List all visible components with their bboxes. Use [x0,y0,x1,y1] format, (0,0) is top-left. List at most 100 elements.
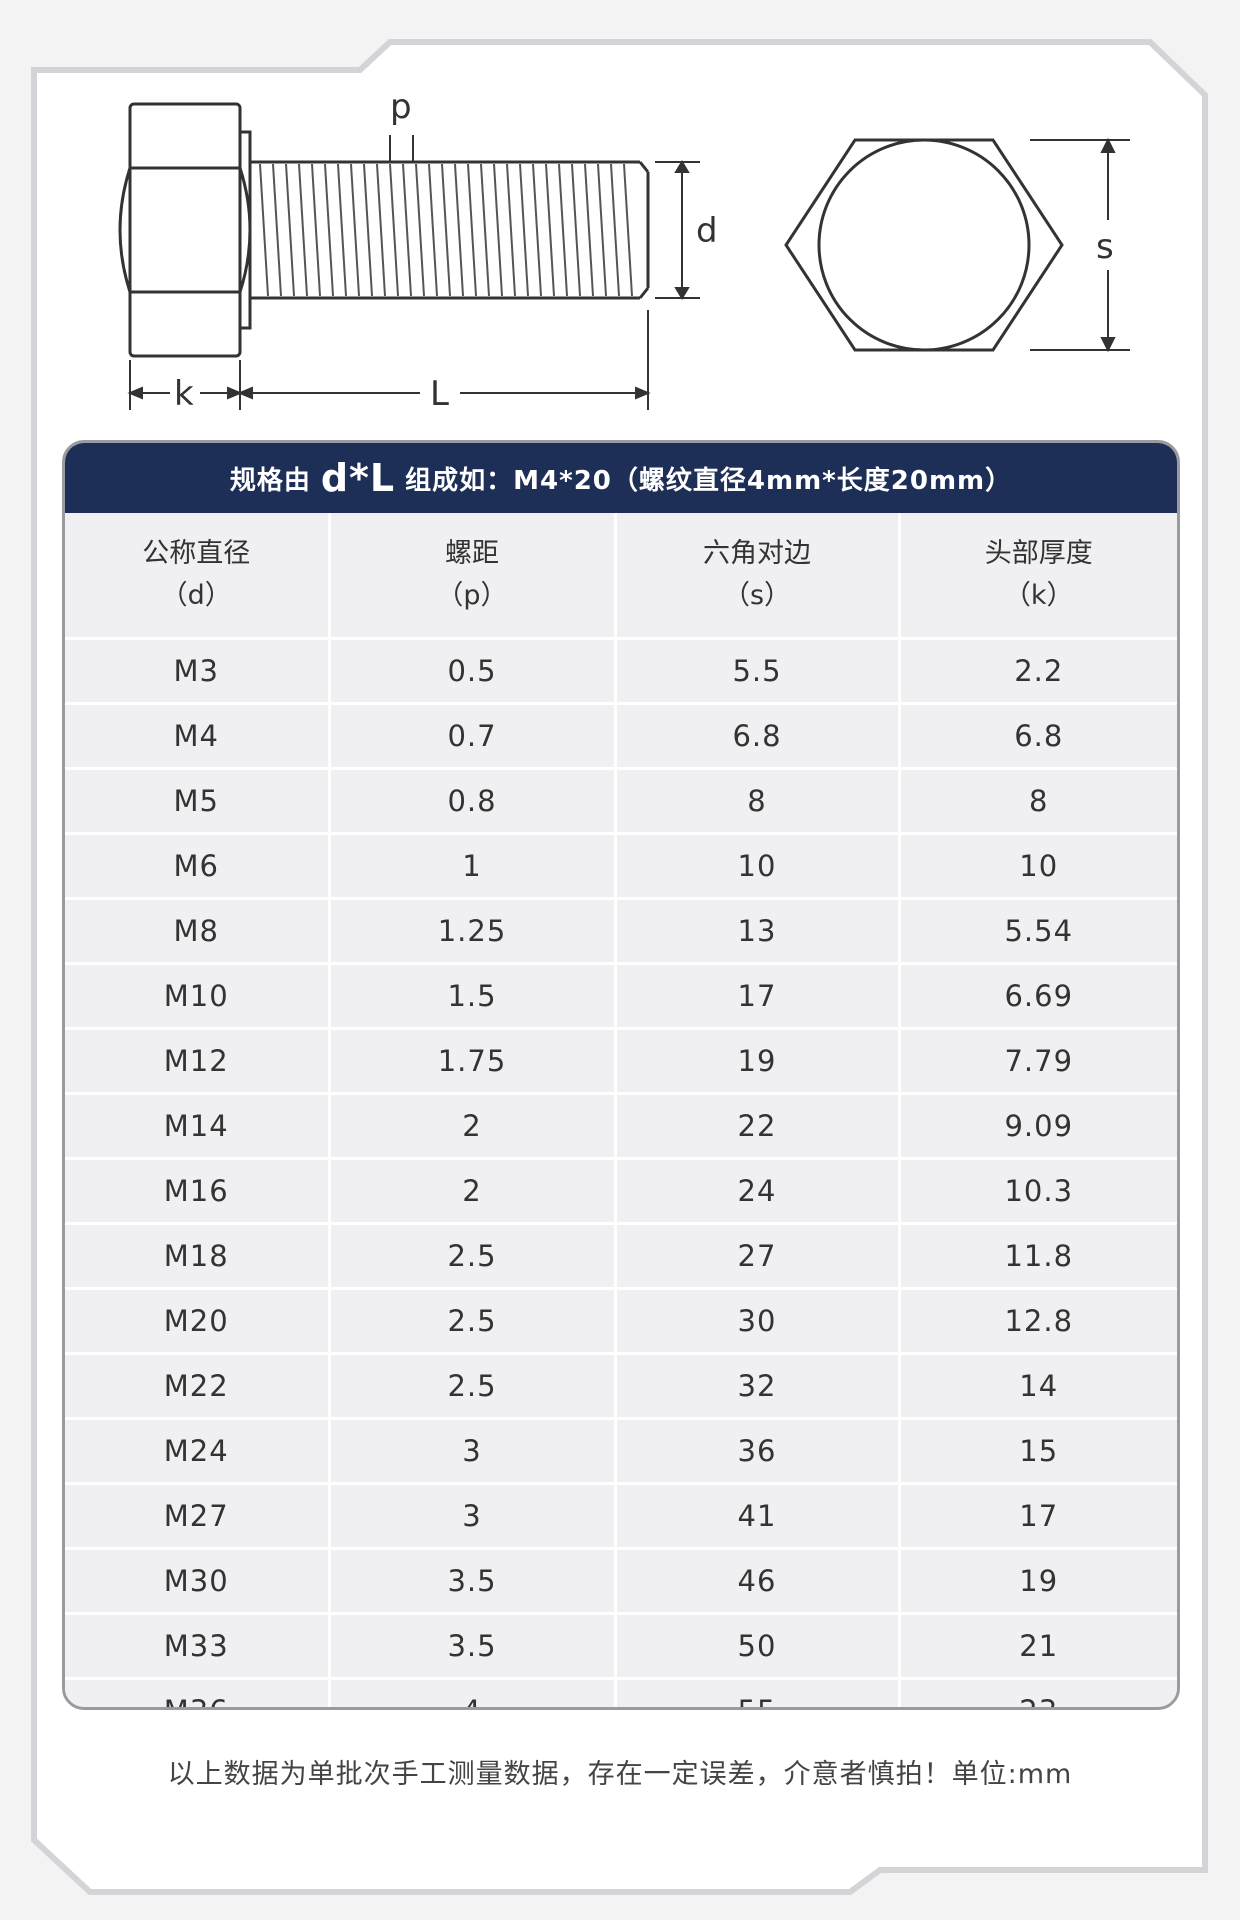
header-head-thickness: 头部厚度 （k） [899,513,1177,640]
thread-line [441,163,451,297]
table-cell: 55 [615,1678,901,1707]
thread-line [519,163,529,297]
thread-line [545,163,555,297]
table-row: M22 2.5 32 14 [65,1353,1177,1420]
table-cell: 5.5 [615,638,901,705]
table-cell: 41 [615,1483,901,1550]
table-row: M5 0.8 8 8 [65,768,1177,835]
table-row: M10 1.5 17 6.69 [65,963,1177,1030]
table-cell: 22 [615,1093,901,1160]
thread-line [259,163,269,297]
thread-line [311,163,321,297]
table-row: M18 2.5 27 11.8 [65,1223,1177,1290]
table-cell: 50 [615,1613,901,1680]
table-cell: 3 [329,1418,617,1485]
thread-line [298,163,308,297]
title-emphasis: d*L [320,456,396,500]
table-cell: 17 [615,963,901,1030]
table-row: M33 3.5 50 21 [65,1613,1177,1680]
table-row: M8 1.25 13 5.54 [65,898,1177,965]
thread-line [363,163,373,297]
table-cell: 2.2 [899,638,1177,705]
across-flats-label: s [1096,227,1114,267]
title-suffix: 组成如：M4*20（螺纹直径4mm*长度20mm） [405,465,1013,496]
thread-line [272,163,282,297]
table-cell: 24 [615,1158,901,1225]
table-cell: 0.7 [329,703,617,770]
table-cell: 1.5 [329,963,617,1030]
diameter-label: d [696,211,718,251]
table-cell: M27 [65,1483,331,1550]
bolt-dimension-diagram: p d k L s [118,87,1130,414]
table-cell: 13 [615,898,901,965]
table-cell: M8 [65,898,331,965]
table-row: M27 3 41 17 [65,1483,1177,1550]
thread-line [350,163,360,297]
table-cell: 19 [615,1028,901,1095]
table-cell: 14 [899,1353,1177,1420]
table-cell: 46 [615,1548,901,1615]
table-row: M3645523 [65,1678,1177,1707]
table-cell: 7.79 [899,1028,1177,1095]
table-cell: 21 [899,1613,1177,1680]
thread-line [558,163,568,297]
table-cell: 2.5 [329,1288,617,1355]
header-across-flats: 六角对边 （s） [615,513,901,640]
table-cell: M30 [65,1548,331,1615]
table-cell: 23 [899,1678,1177,1707]
thread-line [532,163,542,297]
thread-line [467,163,477,297]
head-height-label: k [174,374,194,414]
spec-table: 公称直径 （d） 螺距 （p） 六角对边 （s） 头部厚度 （k） M3 0.5 5.5 2.… [65,513,1177,1707]
thread-line [376,163,386,297]
header-pitch: 螺距 （p） [329,513,617,640]
table-cell: 1.25 [329,898,617,965]
table-cell: 30 [615,1288,901,1355]
thread-line [493,163,503,297]
header-nominal-diameter: 公称直径 （d） [65,513,331,640]
table-cell: M20 [65,1288,331,1355]
table-cell: 6.8 [615,703,901,770]
table-cell: 2.5 [329,1223,617,1290]
table-row: M30 3.5 46 19 [65,1548,1177,1615]
footnote: 以上数据为单批次手工测量数据，存在一定误差，介意者慎拍！单位:mm [167,1759,1073,1790]
table-cell: M6 [65,833,331,900]
thread-line [324,163,334,297]
table-cell: M10 [65,963,331,1030]
table-cell: M4 [65,703,331,770]
table-cell: M12 [65,1028,331,1095]
table-cell: 0.8 [329,768,617,835]
thread-line [584,163,594,297]
thread-line [402,163,412,297]
thread-line [454,163,464,297]
thread-line [337,163,347,297]
table-cell: 10.3 [899,1158,1177,1225]
table-row: M20 2.5 30 12.8 [65,1288,1177,1355]
table-cell: 36 [615,1418,901,1485]
table-cell: 1 [329,833,617,900]
spec-table-card: 规格由 d*L 组成如：M4*20（螺纹直径4mm*长度20mm） 公称直径 （d… [62,440,1180,1710]
table-cell: 1.75 [329,1028,617,1095]
table-cell: 10 [615,833,901,900]
table-cell: 12.8 [899,1288,1177,1355]
table-cell: 17 [899,1483,1177,1550]
thread-line [506,163,516,297]
table-cell: M16 [65,1158,331,1225]
table-cell: M24 [65,1418,331,1485]
table-cell: 6.69 [899,963,1177,1030]
table-cell: M18 [65,1223,331,1290]
table-cell: 19 [899,1548,1177,1615]
thread-line [480,163,490,297]
table-cell: M5 [65,768,331,835]
thread-line [285,163,295,297]
table-row: M24 3 36 15 [65,1418,1177,1485]
table-cell: M14 [65,1093,331,1160]
thread-line [415,163,425,297]
table-cell: 32 [615,1353,901,1420]
table-cell: 11.8 [899,1223,1177,1290]
table-cell: 2.5 [329,1353,617,1420]
table-cell: M33 [65,1613,331,1680]
table-cell: 3.5 [329,1613,617,1680]
table-cell: 2 [329,1158,617,1225]
table-row: M12 1.75 19 7.79 [65,1028,1177,1095]
